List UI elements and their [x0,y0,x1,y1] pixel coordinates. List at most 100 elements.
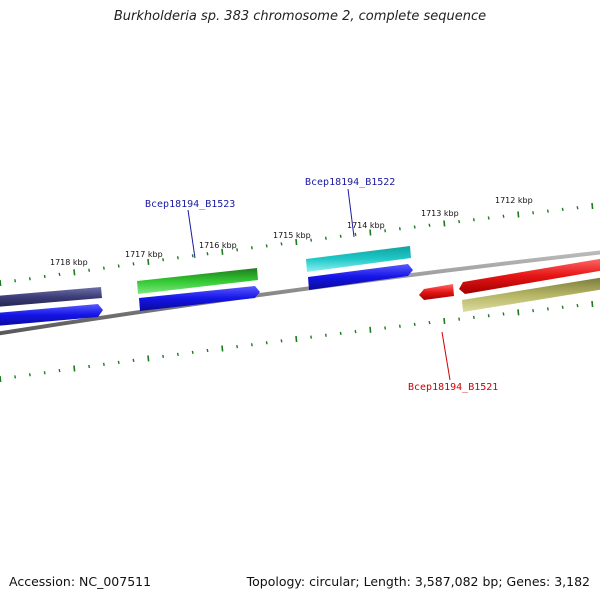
gene-bcep18194-b1523[interactable] [137,268,258,294]
minor-tick [176,352,179,357]
major-tick [517,309,520,316]
minor-tick [117,360,120,365]
minor-tick [28,277,31,281]
gene-olive-inner[interactable] [462,277,600,312]
minor-tick [206,348,209,353]
minor-tick [250,343,253,347]
gene-navy-outer[interactable] [0,287,102,307]
gene-label-b1523[interactable]: Bcep18194_B1523 [145,199,235,210]
minor-tick [502,214,505,218]
major-tick [221,248,224,255]
minor-tick [191,350,194,355]
minor-tick [458,219,461,224]
leader-line-b1521 [441,331,451,381]
minor-tick [561,207,564,212]
minor-tick [265,341,268,345]
minor-tick [532,308,535,313]
tick-label-1712: 1712 kbp [495,196,533,205]
minor-tick [324,236,327,240]
major-tick [591,300,594,308]
minor-tick [324,333,327,337]
minor-tick [310,238,313,242]
minor-tick [428,320,431,325]
gene-label-b1522[interactable]: Bcep18194_B1522 [305,177,395,188]
minor-tick [14,375,17,379]
minor-tick [58,368,61,373]
minor-tick [162,354,165,359]
tick-label-1715: 1715 kbp [273,231,311,240]
minor-tick [561,305,564,309]
minor-tick [191,254,194,258]
minor-tick [428,223,431,227]
minor-tick [502,312,505,316]
minor-tick [339,234,342,238]
minor-tick [236,344,239,349]
minor-tick [58,272,61,277]
tick-label-1713: 1713 kbp [421,209,459,218]
major-tick [443,220,446,227]
minor-tick [250,246,253,250]
minor-tick [310,335,313,339]
leader-line-b1522 [347,188,355,238]
minor-tick [384,326,387,330]
major-tick [369,326,372,333]
genome-summary-text: Topology: circular; Length: 3,587,082 bp… [246,574,590,589]
major-tick [369,229,372,236]
gene-blue-inner-3[interactable] [308,264,413,290]
accession-text: Accession: NC_007511 [9,574,152,589]
tick-label-1718: 1718 kbp [50,258,88,267]
minor-tick [576,303,579,308]
tick-label-1714: 1714 kbp [347,221,385,230]
gene-label-b1521[interactable]: Bcep18194_B1521 [408,382,498,393]
gene-bcep18194-b1521[interactable] [419,284,454,300]
minor-tick [236,248,239,252]
major-tick [147,258,150,265]
minor-tick [88,364,91,369]
major-tick [0,279,2,287]
minor-tick [487,314,490,318]
map-title: Burkholderia sp. 383 chromosome 2, compl… [113,9,487,24]
major-tick [517,211,520,218]
gene-red-outer[interactable] [459,258,600,294]
major-tick [295,238,298,246]
minor-tick [472,218,475,222]
chromosome-backbone [0,250,600,336]
minor-tick [280,339,283,343]
minor-tick [117,264,120,268]
tick-label-1717: 1717 kbp [125,250,163,259]
minor-tick [132,358,135,363]
major-tick [73,365,76,372]
minor-tick [532,211,535,215]
major-tick [0,375,2,383]
minor-tick [398,324,401,328]
major-tick [295,335,298,343]
gene-blue-inner-1[interactable] [0,304,103,326]
major-tick [147,355,150,362]
minor-tick [28,373,31,377]
gene-bcep18194-b1522[interactable] [306,246,411,272]
leader-line-b1523 [187,209,196,259]
minor-tick [43,274,46,279]
minor-tick [14,279,17,283]
minor-tick [206,252,209,256]
minor-tick [88,268,91,272]
minor-tick [413,322,416,327]
minor-tick [265,244,268,248]
minor-tick [472,315,475,320]
minor-tick [576,206,579,210]
minor-tick [339,331,342,336]
minor-tick [43,371,46,375]
gene-blue-inner-2[interactable] [139,286,260,311]
minor-tick [398,227,401,231]
minor-tick [132,262,135,266]
minor-tick [546,209,549,213]
minor-tick [102,362,105,367]
major-tick [591,202,594,210]
tick-label-1716: 1716 kbp [199,241,237,250]
minor-tick [162,258,165,262]
minor-tick [176,256,179,260]
minor-tick [487,216,490,220]
minor-tick [354,329,357,334]
major-tick [73,269,76,276]
minor-tick [354,232,357,237]
